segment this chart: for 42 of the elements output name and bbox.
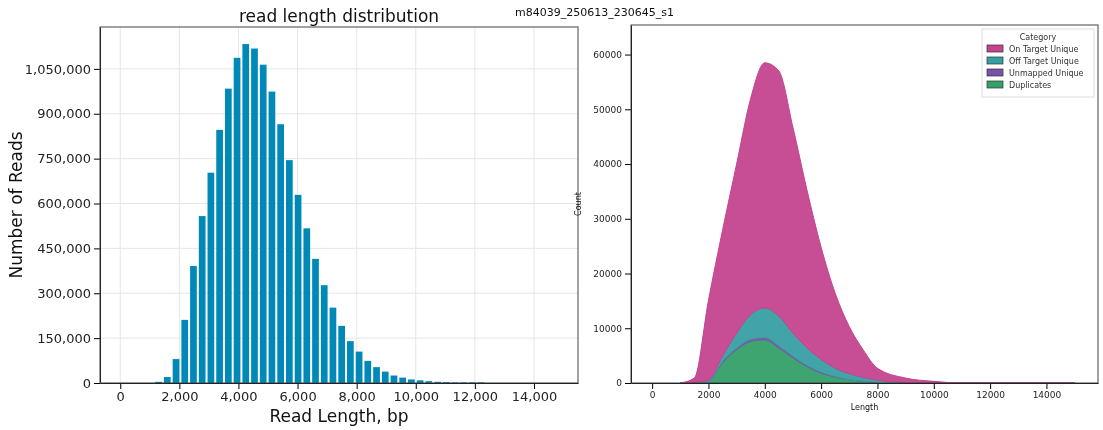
chart-title: read length distribution [238,6,440,26]
x-tick-label: 8,000 [338,389,376,405]
x-tick-label: 4,000 [220,389,258,405]
y-axis-title: Number of Reads [6,131,26,279]
legend-label: Duplicates [1009,81,1052,90]
y-tick-label: 30000 [593,214,623,225]
x-tick-label: 4000 [753,390,778,401]
y-tick-label: 10000 [593,323,623,334]
x-tick-label: 12,000 [452,389,499,405]
legend-label: On Target Unique [1009,45,1079,54]
legend-label: Off Target Unique [1009,57,1079,66]
y-tick-label: 20000 [593,268,623,279]
x-tick-label: 6,000 [279,389,317,405]
y-axis-title: Count [574,192,583,216]
x-tick-label: 10,000 [393,389,440,405]
y-tick-label: 600,000 [37,196,91,212]
y-tick-label: 300,000 [37,285,91,301]
x-tick-label: 8000 [866,390,890,401]
x-tick-label: 2000 [697,390,721,401]
y-tick-label: 1,050,000 [24,61,91,77]
y-tick-label: 900,000 [37,106,91,122]
x-tick-label: 14,000 [511,389,558,405]
y-tick-label: 150,000 [37,330,91,346]
x-tick-label: 0 [649,390,656,401]
x-tick-label: 10000 [919,390,949,401]
x-tick-label: 12000 [976,390,1006,401]
x-tick-label: 2,000 [161,389,199,405]
y-tick-label: 0 [616,378,623,389]
chart-title: m84039_250613_230645_s1 [515,6,674,19]
y-tick-label: 450,000 [37,241,91,257]
x-tick-label: 14000 [1032,390,1062,401]
y-tick-label: 750,000 [37,151,91,167]
y-tick-label: 50000 [593,104,623,115]
x-axis-title: Length [850,403,879,412]
y-tick-label: 0 [82,375,91,391]
y-tick-label: 40000 [593,159,623,170]
x-tick-label: 6000 [810,390,834,401]
legend-title: Category [1019,33,1057,42]
legend-label: Unmapped Unique [1009,69,1084,78]
x-axis-title: Read Length, bp [269,406,409,426]
y-tick-label: 60000 [593,49,623,60]
x-tick-label: 0 [116,389,125,405]
